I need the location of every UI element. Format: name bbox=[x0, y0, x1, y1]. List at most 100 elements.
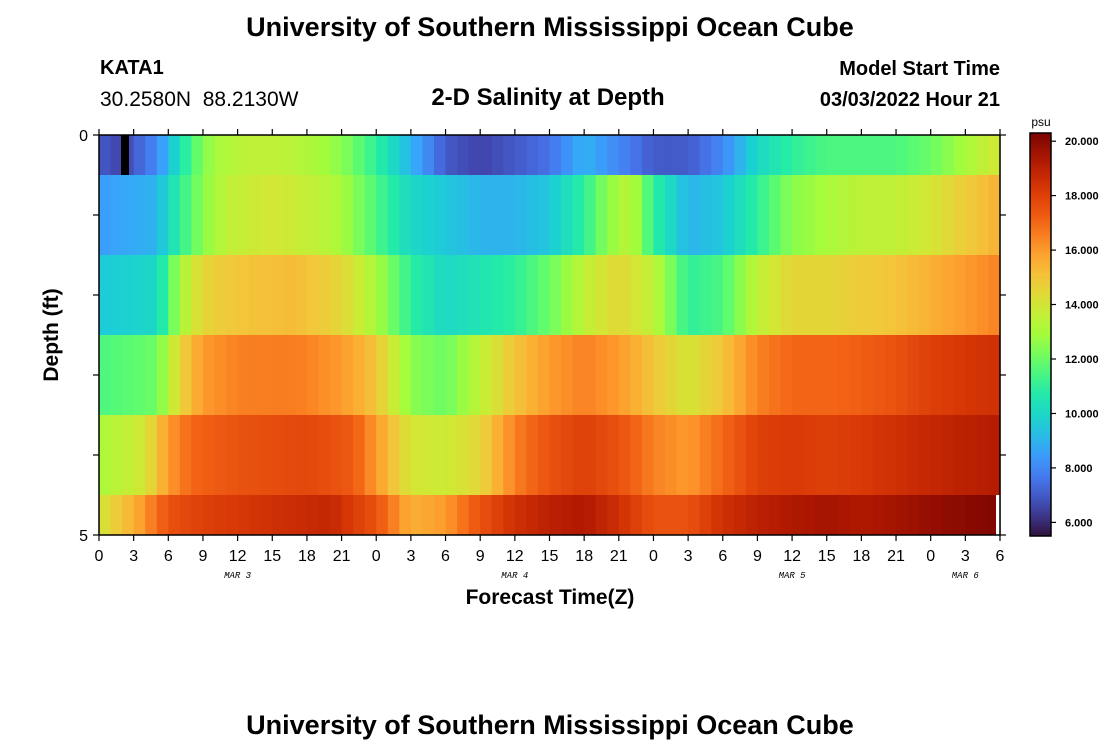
heatmap-cell bbox=[514, 415, 527, 495]
heatmap-cell bbox=[537, 175, 551, 255]
heatmap-cell bbox=[283, 255, 296, 335]
heatmap-cell bbox=[191, 415, 204, 495]
heatmap-cell bbox=[688, 255, 701, 335]
heatmap-cell bbox=[318, 255, 331, 335]
heatmap-cell bbox=[364, 135, 377, 175]
heatmap-cell bbox=[665, 415, 678, 495]
heatmap-cell bbox=[399, 335, 412, 415]
heatmap-cell bbox=[896, 415, 909, 495]
heatmap-cell bbox=[272, 135, 285, 175]
heatmap-cell bbox=[757, 495, 770, 535]
heatmap-cell bbox=[387, 135, 400, 175]
heatmap-cell bbox=[214, 255, 227, 335]
heatmap-cell bbox=[849, 135, 862, 175]
heatmap-cell bbox=[226, 175, 239, 255]
heatmap-cell bbox=[676, 335, 689, 415]
heatmap-cell bbox=[168, 495, 181, 535]
heatmap-cell bbox=[896, 175, 909, 255]
heatmap-cell bbox=[468, 415, 481, 495]
heatmap-cell bbox=[110, 175, 123, 255]
heatmap-cell bbox=[792, 135, 805, 175]
heatmap-cell bbox=[838, 175, 851, 255]
heatmap-cell bbox=[884, 335, 897, 415]
heatmap-cell bbox=[491, 335, 504, 415]
heatmap-cell bbox=[930, 495, 943, 535]
heatmap-cell bbox=[561, 135, 574, 175]
heatmap-cell bbox=[734, 495, 747, 535]
x-tick-label: 21 bbox=[887, 548, 905, 565]
heatmap-cell bbox=[745, 135, 759, 175]
heatmap-cell bbox=[826, 495, 839, 535]
heatmap-cell bbox=[364, 495, 377, 535]
heatmap-cell bbox=[237, 255, 250, 335]
heatmap-cell bbox=[249, 175, 262, 255]
heatmap-cell bbox=[607, 415, 620, 495]
y-tick-label-top: 0 bbox=[79, 128, 88, 145]
heatmap-cell bbox=[249, 335, 262, 415]
heatmap-cell bbox=[838, 255, 851, 335]
heatmap-cell bbox=[537, 335, 551, 415]
heatmap-cell bbox=[849, 335, 862, 415]
heatmap-cell bbox=[676, 415, 689, 495]
heatmap-cell bbox=[745, 255, 759, 335]
heatmap-cell bbox=[503, 415, 516, 495]
heatmap-cell bbox=[838, 495, 851, 535]
heatmap-cell bbox=[688, 175, 701, 255]
heatmap-cell bbox=[953, 255, 966, 335]
heatmap-cell bbox=[537, 135, 551, 175]
x-tick-label: 18 bbox=[298, 548, 316, 565]
x-tick-label: 0 bbox=[372, 548, 381, 565]
heatmap-cell bbox=[549, 495, 562, 535]
heatmap-cell bbox=[815, 415, 828, 495]
heatmap-cell bbox=[514, 255, 527, 335]
heatmap-cell bbox=[410, 175, 424, 255]
heatmap-cell bbox=[422, 175, 435, 255]
heatmap-cell bbox=[711, 495, 724, 535]
heatmap-cell bbox=[202, 135, 216, 175]
heatmap-cell bbox=[295, 415, 308, 495]
heatmap-cell bbox=[988, 255, 1001, 335]
heatmap-cell bbox=[260, 415, 273, 495]
heatmap-cell bbox=[953, 175, 966, 255]
heatmap-cell bbox=[306, 135, 320, 175]
heatmap-cell bbox=[953, 415, 966, 495]
heatmap-cell bbox=[353, 175, 366, 255]
heatmap-cell bbox=[676, 255, 689, 335]
heatmap-cell bbox=[849, 495, 862, 535]
x-tick-label: 3 bbox=[684, 548, 693, 565]
heatmap-cell bbox=[330, 415, 343, 495]
heatmap-cell bbox=[815, 255, 828, 335]
x-tick-label: 3 bbox=[129, 548, 138, 565]
heatmap-cell bbox=[561, 495, 574, 535]
heatmap-cell bbox=[699, 495, 712, 535]
heatmap-cell bbox=[341, 135, 354, 175]
heatmap-cell bbox=[99, 175, 112, 255]
heatmap-cell bbox=[965, 415, 978, 495]
heatmap-cell bbox=[422, 255, 435, 335]
heatmap-cell bbox=[919, 255, 932, 335]
heatmap-cell bbox=[318, 335, 331, 415]
heatmap-cell bbox=[272, 255, 285, 335]
heatmap-cell bbox=[722, 335, 735, 415]
heatmap-cell bbox=[688, 495, 701, 535]
y-tick-label-bottom: 5 bbox=[79, 528, 88, 545]
heatmap-cell bbox=[792, 495, 805, 535]
heatmap-cell bbox=[133, 415, 146, 495]
heatmap-cell bbox=[595, 175, 608, 255]
heatmap-cell bbox=[826, 175, 839, 255]
heatmap-cell bbox=[387, 255, 400, 335]
heatmap-cell bbox=[630, 255, 643, 335]
heatmap-cell bbox=[399, 135, 412, 175]
heatmap-cell bbox=[919, 415, 932, 495]
heatmap-cell bbox=[122, 335, 135, 415]
heatmap-cell bbox=[549, 415, 562, 495]
heatmap-cell bbox=[503, 135, 516, 175]
heatmap-cell bbox=[641, 135, 655, 175]
heatmap-cell bbox=[919, 335, 932, 415]
x-tick-label: 9 bbox=[199, 548, 208, 565]
heatmap-cells bbox=[99, 135, 1001, 535]
x-tick-label: 6 bbox=[441, 548, 450, 565]
heatmap-cell bbox=[376, 175, 389, 255]
heatmap-cell bbox=[237, 415, 250, 495]
heatmap-cell bbox=[399, 495, 412, 535]
